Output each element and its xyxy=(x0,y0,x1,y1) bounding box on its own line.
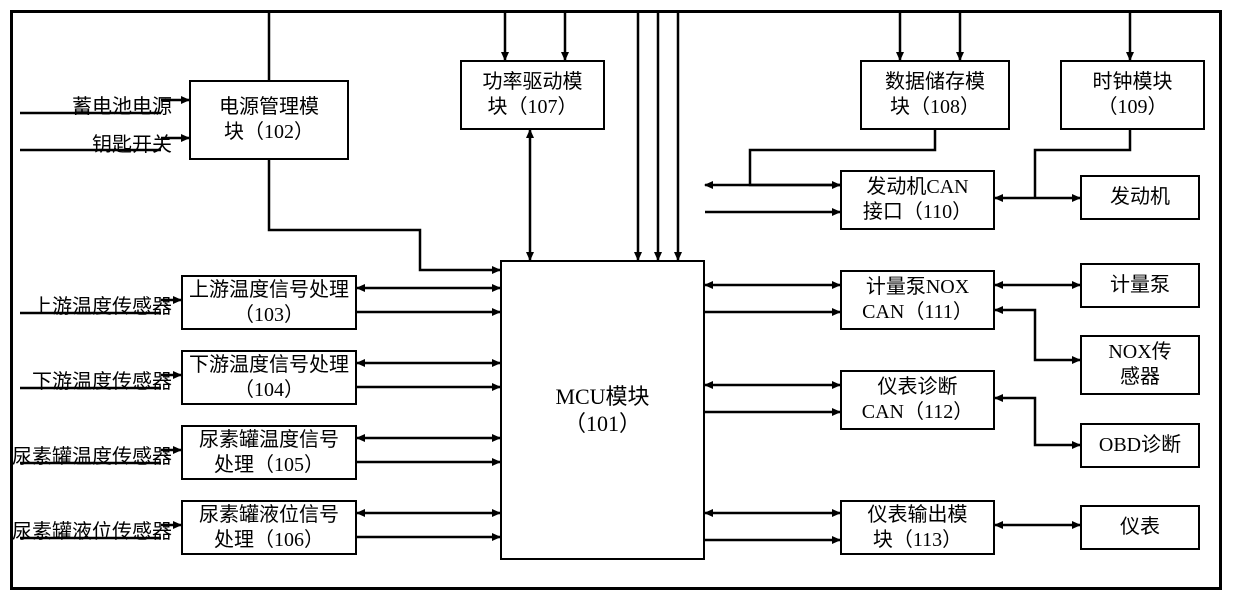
block-text: 数据储存模块（108） xyxy=(885,70,985,120)
block-text: 尿素罐液位信号处理（106） xyxy=(199,503,339,553)
block-text: 仪表诊断CAN（112） xyxy=(862,375,973,425)
block-mcu: MCU模块（101） xyxy=(500,260,705,560)
label-key: 钥匙开关 xyxy=(12,128,172,157)
block-pump-nox-can: 计量泵NOXCAN（111） xyxy=(840,270,995,330)
label-urea-temp-sensor: 尿素罐温度传感器 xyxy=(12,440,172,469)
block-urea-level: 尿素罐液位信号处理（106） xyxy=(181,500,357,555)
block-text: OBD诊断 xyxy=(1099,433,1181,458)
block-meter-out: 仪表输出模块（113） xyxy=(840,500,995,555)
block-nox-sensor: NOX传感器 xyxy=(1080,335,1200,395)
block-text: MCU模块（101） xyxy=(555,383,649,438)
label-battery: 蓄电池电源 xyxy=(12,90,172,119)
block-up-temp: 上游温度信号处理（103） xyxy=(181,275,357,330)
block-text: 电源管理模块（102） xyxy=(219,95,319,145)
label-down-temp-sensor: 下游温度传感器 xyxy=(12,365,172,394)
block-text: 时钟模块（109） xyxy=(1093,70,1173,120)
block-text: 仪表 xyxy=(1120,515,1160,540)
block-clock: 时钟模块（109） xyxy=(1060,60,1205,130)
block-text: 计量泵 xyxy=(1110,273,1170,298)
label-urea-level-sensor: 尿素罐液位传感器 xyxy=(12,515,172,544)
label-up-temp-sensor: 上游温度传感器 xyxy=(12,290,172,319)
block-text: 下游温度信号处理（104） xyxy=(189,353,349,403)
block-text: 功率驱动模块（107） xyxy=(483,70,583,120)
block-text: 发动机CAN接口（110） xyxy=(863,175,972,225)
block-engine-can: 发动机CAN接口（110） xyxy=(840,170,995,230)
block-pump: 计量泵 xyxy=(1080,263,1200,308)
block-down-temp: 下游温度信号处理（104） xyxy=(181,350,357,405)
block-obd: OBD诊断 xyxy=(1080,423,1200,468)
block-text: 仪表输出模块（113） xyxy=(868,503,968,553)
block-text: 计量泵NOXCAN（111） xyxy=(862,275,973,325)
diagram-canvas: 蓄电池电源 钥匙开关 上游温度传感器 下游温度传感器 尿素罐温度传感器 尿素罐液… xyxy=(0,0,1240,616)
block-text: 尿素罐温度信号处理（105） xyxy=(199,428,339,478)
block-engine: 发动机 xyxy=(1080,175,1200,220)
block-text: NOX传感器 xyxy=(1108,340,1171,390)
block-text: 发动机 xyxy=(1110,185,1170,210)
block-power-drv: 功率驱动模块（107） xyxy=(460,60,605,130)
block-diag-can: 仪表诊断CAN（112） xyxy=(840,370,995,430)
block-text: 上游温度信号处理（103） xyxy=(189,278,349,328)
block-data-store: 数据储存模块（108） xyxy=(860,60,1010,130)
block-meter: 仪表 xyxy=(1080,505,1200,550)
block-pwr-mgmt: 电源管理模块（102） xyxy=(189,80,349,160)
block-urea-temp: 尿素罐温度信号处理（105） xyxy=(181,425,357,480)
